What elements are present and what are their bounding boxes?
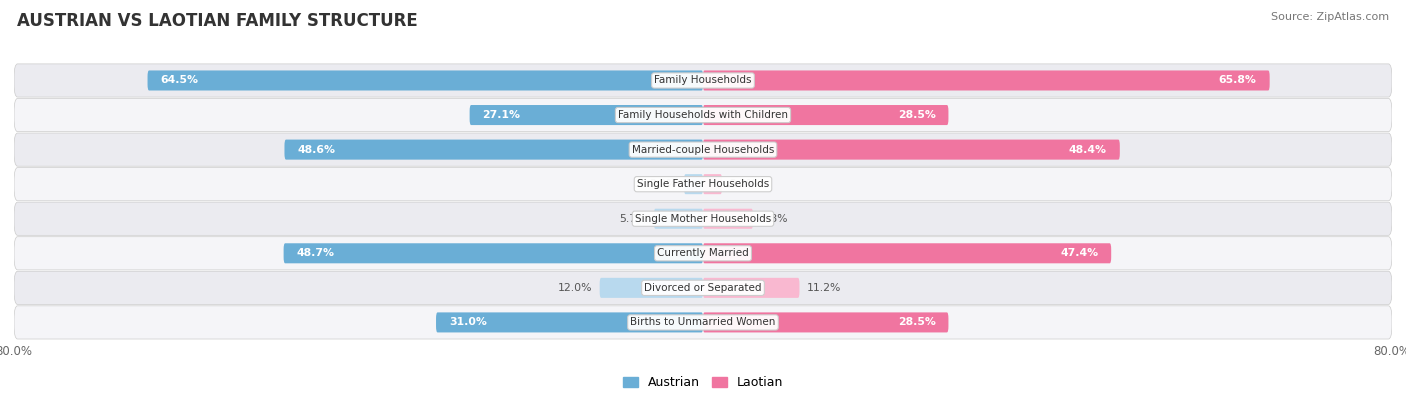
FancyBboxPatch shape — [14, 271, 1392, 305]
Text: 48.4%: 48.4% — [1069, 145, 1107, 154]
Text: 47.4%: 47.4% — [1060, 248, 1098, 258]
FancyBboxPatch shape — [14, 98, 1392, 132]
FancyBboxPatch shape — [599, 278, 703, 298]
FancyBboxPatch shape — [14, 64, 1392, 97]
FancyBboxPatch shape — [703, 312, 949, 333]
FancyBboxPatch shape — [14, 306, 1392, 339]
FancyBboxPatch shape — [703, 139, 1119, 160]
FancyBboxPatch shape — [14, 167, 1392, 201]
FancyBboxPatch shape — [470, 105, 703, 125]
Text: Single Mother Households: Single Mother Households — [636, 214, 770, 224]
FancyBboxPatch shape — [14, 202, 1392, 235]
FancyBboxPatch shape — [148, 70, 703, 90]
Text: 2.2%: 2.2% — [650, 179, 678, 189]
Text: 11.2%: 11.2% — [807, 283, 841, 293]
Text: 28.5%: 28.5% — [897, 318, 935, 327]
FancyBboxPatch shape — [436, 312, 703, 333]
Text: 28.5%: 28.5% — [897, 110, 935, 120]
Text: 64.5%: 64.5% — [160, 75, 198, 85]
FancyBboxPatch shape — [703, 70, 1270, 90]
Text: Births to Unmarried Women: Births to Unmarried Women — [630, 318, 776, 327]
Text: 48.6%: 48.6% — [298, 145, 336, 154]
Text: Married-couple Households: Married-couple Households — [631, 145, 775, 154]
Text: 5.7%: 5.7% — [620, 214, 647, 224]
Text: 31.0%: 31.0% — [449, 318, 486, 327]
Text: 12.0%: 12.0% — [558, 283, 593, 293]
FancyBboxPatch shape — [703, 209, 754, 229]
FancyBboxPatch shape — [14, 133, 1392, 166]
FancyBboxPatch shape — [703, 278, 800, 298]
FancyBboxPatch shape — [703, 174, 721, 194]
Text: 2.2%: 2.2% — [728, 179, 756, 189]
Text: 65.8%: 65.8% — [1219, 75, 1257, 85]
Legend: Austrian, Laotian: Austrian, Laotian — [617, 371, 789, 394]
Text: Family Households with Children: Family Households with Children — [619, 110, 787, 120]
Text: 27.1%: 27.1% — [482, 110, 520, 120]
FancyBboxPatch shape — [703, 105, 949, 125]
FancyBboxPatch shape — [284, 139, 703, 160]
FancyBboxPatch shape — [284, 243, 703, 263]
FancyBboxPatch shape — [14, 237, 1392, 270]
Text: Currently Married: Currently Married — [657, 248, 749, 258]
Text: 48.7%: 48.7% — [297, 248, 335, 258]
Text: Single Father Households: Single Father Households — [637, 179, 769, 189]
Text: 5.8%: 5.8% — [759, 214, 787, 224]
Text: Family Households: Family Households — [654, 75, 752, 85]
Text: Divorced or Separated: Divorced or Separated — [644, 283, 762, 293]
FancyBboxPatch shape — [703, 243, 1111, 263]
FancyBboxPatch shape — [654, 209, 703, 229]
Text: AUSTRIAN VS LAOTIAN FAMILY STRUCTURE: AUSTRIAN VS LAOTIAN FAMILY STRUCTURE — [17, 12, 418, 30]
FancyBboxPatch shape — [685, 174, 703, 194]
Text: Source: ZipAtlas.com: Source: ZipAtlas.com — [1271, 12, 1389, 22]
